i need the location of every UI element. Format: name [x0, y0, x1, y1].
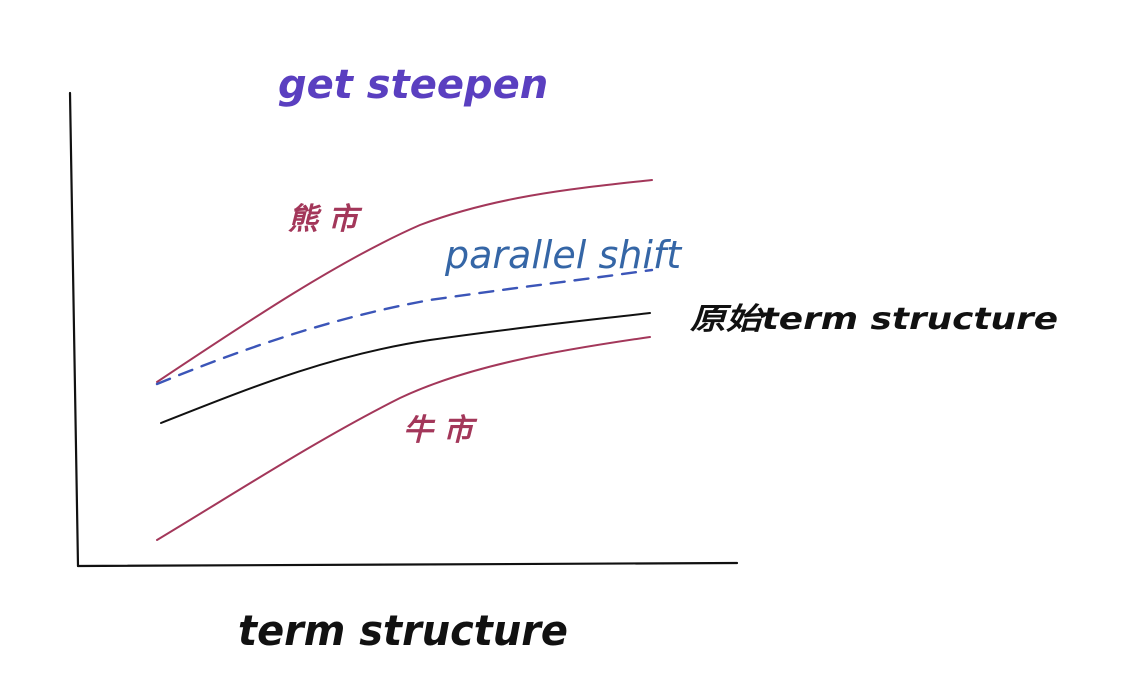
curve-bull-market: [156, 336, 651, 541]
y-axis: [68, 91, 80, 568]
curve-parallel-shift: [155, 268, 654, 386]
label-original-term-structure: 原始term structure: [690, 302, 1058, 337]
label-bull-market: 牛市: [403, 413, 483, 448]
curve-bear-market: [156, 179, 653, 383]
diagram-title: get steepen: [278, 62, 548, 108]
curve-original: [160, 312, 651, 424]
x-axis: [76, 561, 739, 568]
label-parallel-shift: parallel shift: [444, 233, 683, 277]
label-bear-market: 熊市: [288, 202, 368, 237]
x-axis-label: term structure: [238, 606, 568, 655]
